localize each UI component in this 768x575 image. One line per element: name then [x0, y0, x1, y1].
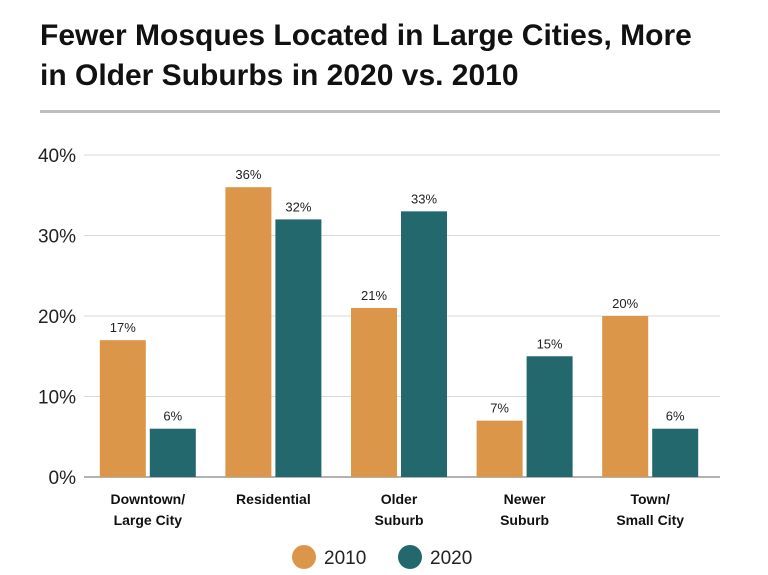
x-category-label: Residential	[236, 491, 311, 507]
chart-title-line-2: in Older Suburbs in 2020 vs. 2010	[40, 59, 519, 92]
legend-label: 2020	[430, 548, 472, 569]
y-tick-label: 0%	[49, 468, 77, 489]
x-category-label: Downtown/	[110, 491, 185, 507]
bar-2010	[476, 420, 523, 477]
bar-2010	[602, 316, 649, 477]
x-category-label: Small City	[616, 512, 684, 528]
x-category-label: Town/	[630, 491, 670, 507]
chart-title-line-1: Fewer Mosques Located in Large Cities, M…	[40, 19, 692, 52]
x-category-label: Newer	[504, 491, 547, 507]
bar-2010	[351, 307, 397, 477]
y-tick-label: 20%	[38, 307, 76, 328]
bar-2020	[275, 219, 322, 477]
x-category-label: Suburb	[500, 512, 549, 528]
bar-2010	[99, 340, 146, 477]
y-tick-label: 10%	[38, 388, 76, 409]
data-label: 32%	[285, 199, 311, 214]
y-tick-label: 40%	[38, 146, 76, 167]
data-label: 17%	[110, 320, 136, 335]
data-label: 6%	[163, 409, 182, 424]
data-label: 7%	[490, 401, 509, 416]
bar-2020	[149, 428, 196, 477]
legend-label: 2010	[324, 548, 366, 569]
bar-2020	[652, 428, 699, 477]
data-label: 21%	[361, 288, 387, 303]
data-label: 33%	[411, 191, 437, 206]
bar-2020	[526, 356, 573, 477]
x-category-label: Older	[381, 491, 418, 507]
data-label: 15%	[537, 336, 563, 351]
legend-swatch-2010	[292, 545, 316, 569]
bar-2020	[401, 211, 447, 477]
data-label: 6%	[666, 409, 685, 424]
x-category-label: Suburb	[375, 512, 424, 528]
x-category-label: Large City	[114, 512, 183, 528]
data-label: 36%	[235, 167, 261, 182]
y-tick-label: 30%	[38, 227, 76, 248]
legend-swatch-2020	[398, 545, 422, 569]
data-label: 20%	[612, 296, 638, 311]
title-divider	[40, 110, 720, 113]
bar-2010	[225, 187, 272, 477]
